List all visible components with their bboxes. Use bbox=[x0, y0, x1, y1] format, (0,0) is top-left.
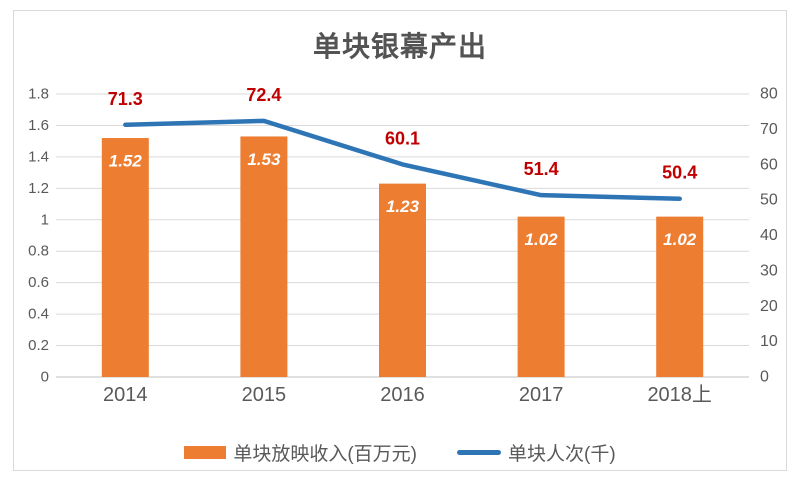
right-axis-tick: 20 bbox=[760, 298, 778, 315]
bar-2014 bbox=[101, 138, 149, 377]
right-axis-tick: 30 bbox=[760, 262, 778, 279]
right-axis-tick: 70 bbox=[760, 121, 778, 138]
legend-label-revenue: 单块放映收入(百万元) bbox=[233, 443, 417, 465]
line-swatch-icon bbox=[457, 449, 501, 455]
bar-2016 bbox=[379, 183, 426, 377]
category-label-2018上: 2018上 bbox=[647, 383, 712, 406]
category-label-2015: 2015 bbox=[242, 384, 287, 406]
legend-item-revenue: 单块放映收入(百万元) bbox=[184, 439, 417, 466]
left-axis-tick: 0.4 bbox=[28, 306, 49, 323]
line-value-label: 60.1 bbox=[385, 128, 420, 148]
bar-2017 bbox=[517, 216, 565, 377]
plot-area: 1.8 1.6 1.4 1.2 1 0.8 0.6 0.4 0.2 0 80 70 60 50 40 30 20… bbox=[28, 85, 778, 406]
line-value-label: 51.4 bbox=[524, 159, 559, 179]
bar-swatch-icon bbox=[184, 445, 227, 459]
bar-value-label: 1.02 bbox=[663, 230, 697, 249]
legend: 单块放映收入(百万元) 单块人次(千) bbox=[14, 437, 786, 467]
line-series bbox=[123, 118, 682, 201]
legend-item-attendance: 单块人次(千) bbox=[457, 439, 616, 466]
right-axis-tick: 80 bbox=[760, 86, 778, 103]
left-axis-tick: 1.8 bbox=[28, 86, 49, 103]
left-axis-tick: 1 bbox=[41, 211, 49, 228]
legend-label-attendance: 单块人次(千) bbox=[508, 443, 616, 465]
right-axis-tick: 50 bbox=[760, 192, 778, 209]
chart-container: 1.8 1.6 1.4 1.2 1 0.8 0.6 0.4 0.2 0 80 70 60 50 40 30 20… bbox=[13, 10, 787, 471]
left-axis-tick: 1.2 bbox=[28, 180, 49, 197]
line-value-label: 71.3 bbox=[108, 89, 143, 109]
bar-value-label: 1.02 bbox=[525, 230, 559, 249]
right-axis-tick: 10 bbox=[760, 333, 778, 350]
category-label-2017: 2017 bbox=[519, 384, 564, 406]
left-axis-tick: 0.8 bbox=[28, 243, 49, 260]
left-axis-tick: 1.4 bbox=[28, 148, 49, 165]
chart-title: 单块银幕产出 bbox=[312, 31, 487, 62]
bar-value-label: 1.23 bbox=[386, 197, 420, 216]
right-axis-tick: 0 bbox=[760, 369, 769, 386]
bar-2015 bbox=[240, 136, 288, 377]
category-label-2016: 2016 bbox=[380, 384, 425, 406]
line-value-label: 72.4 bbox=[246, 85, 281, 105]
bar-2018上 bbox=[656, 216, 704, 377]
category-label-2014: 2014 bbox=[103, 384, 148, 406]
left-axis-tick: 1.6 bbox=[28, 117, 49, 134]
bar-value-label: 1.53 bbox=[247, 150, 281, 169]
right-axis-tick: 40 bbox=[760, 227, 778, 244]
line-value-label: 50.4 bbox=[662, 163, 697, 183]
bar-value-label: 1.52 bbox=[109, 152, 143, 171]
left-axis-tick: 0.6 bbox=[28, 274, 49, 291]
left-axis-tick: 0.2 bbox=[28, 337, 49, 354]
right-axis-tick: 60 bbox=[760, 156, 778, 173]
left-axis-tick: 0 bbox=[41, 369, 49, 386]
